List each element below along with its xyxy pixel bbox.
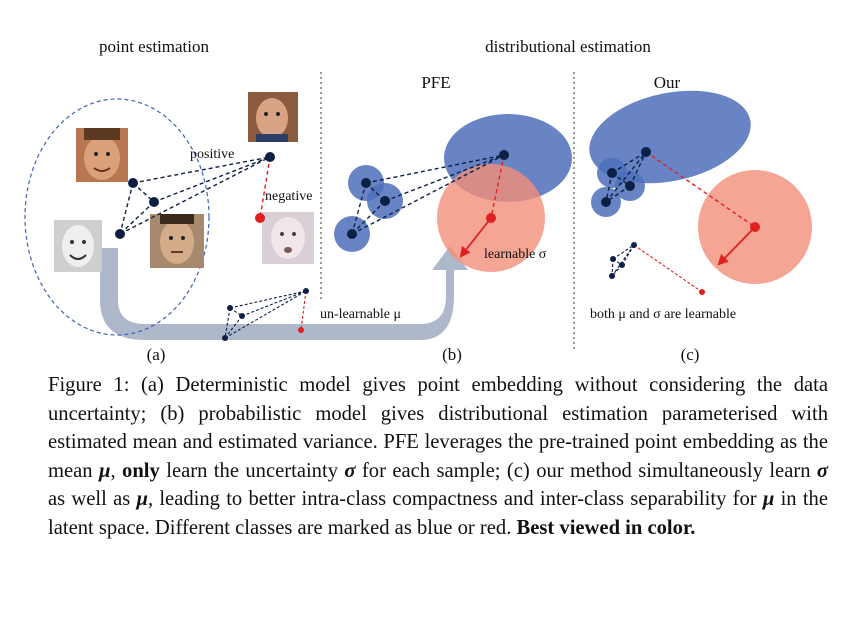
embedding-graph-b [351,154,505,235]
mini-c-point-3 [609,273,615,279]
point-c-red [750,222,760,232]
label-positive: positive [190,147,234,162]
mu-symbol: μ [99,459,111,482]
caption-text: , leading to better intra-class compactn… [147,488,763,511]
point-a-negative [255,213,265,223]
transfer-arrow [100,246,468,340]
mini-point-2 [239,313,245,319]
mini-c-point-1 [610,256,616,262]
sublabel-b: (b) [442,345,462,364]
point-b-2 [380,196,390,206]
face-photo-top-right [248,92,298,142]
face-photo-positive-top [76,128,128,182]
caption-emphasis-only: only [122,459,160,482]
label-learnable-sigma: learnable σ [484,247,547,262]
point-b-4 [499,150,509,160]
negative-link [259,156,271,219]
point-b-3 [347,229,357,239]
mu-symbol: μ [136,488,148,511]
point-a-1 [128,178,138,188]
point-c-2 [625,181,635,191]
face-photo-positive-bottom [150,214,204,268]
figure-1: point estimation distributional estimati… [24,37,812,364]
caption-text: , [110,459,123,482]
title-pfe: PFE [421,73,450,92]
title-distributional-estimation: distributional estimation [485,37,651,56]
mini-point-1 [227,305,233,311]
mini-c-point-4 [631,242,637,248]
mini-c-point-red [699,289,705,295]
caption-emphasis-best-viewed: Best viewed in color. [516,516,696,539]
our-blue-region-large [589,90,751,184]
caption-text: learn the uncertainty [159,459,345,482]
point-c-4 [641,147,651,157]
caption-text: for each sample; (c) our method simultan… [355,459,817,482]
label-both-learnable: both μ and σ are learnable [590,307,736,322]
mu-symbol: μ [762,488,775,511]
sublabel-a: (a) [147,345,166,364]
caption-text: Figure 1: (a) Deterministic model gives … [48,374,828,482]
caption-text: in the latent space. Different classes a… [48,488,828,539]
sigma-symbol: σ [344,459,356,482]
face-photo-negative [262,212,314,264]
mini-c-negative-link [633,244,703,293]
point-c-3 [601,197,611,207]
title-point-estimation: point estimation [99,37,210,56]
our-sigma-arrow [717,226,756,266]
class-boundary-ellipse [24,98,210,336]
figure-caption: Figure 1: (a) Deterministic model gives … [48,371,828,543]
mini-point-red [298,327,304,333]
sublabel-c: (c) [681,345,700,364]
point-a-2 [149,197,159,207]
point-b-1 [361,178,371,188]
label-negative: negative [265,189,312,204]
title-our: Our [654,73,681,92]
point-c-1 [607,168,617,178]
point-a-4 [265,152,275,162]
mini-negative-link [300,290,307,331]
sigma-symbol: σ [816,459,829,482]
our-negative-link [645,151,756,228]
mini-point-4 [303,288,309,294]
mini-c-point-2 [619,262,625,268]
pfe-sigma-arrow [459,217,492,258]
pfe-negative-link [490,154,505,219]
point-a-3 [115,229,125,239]
label-unlearnable-mu: un-learnable μ [320,307,401,322]
face-photo-bw-smiling [54,220,102,272]
point-b-red [486,213,496,223]
caption-text: as well as [48,488,137,511]
mini-point-3 [222,335,228,341]
